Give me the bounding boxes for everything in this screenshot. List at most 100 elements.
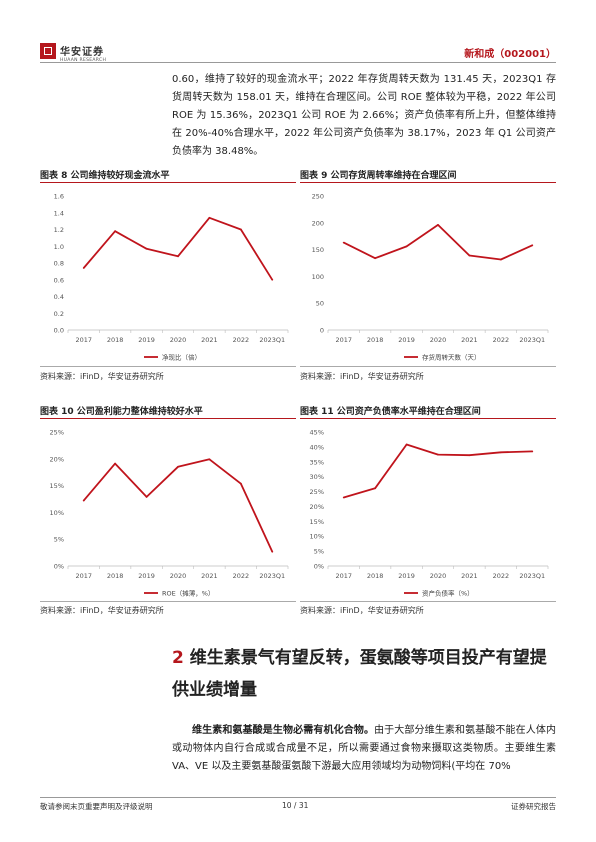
data-point bbox=[177, 465, 179, 468]
figure-9-chart: 0 50 100 150 200 250 2017 2018 2019 2020 2021 2022 2… bbox=[312, 193, 549, 362]
y-tick-label: 5% bbox=[54, 536, 64, 544]
data-point bbox=[208, 216, 211, 219]
x-tick-label: 2017 bbox=[75, 572, 92, 580]
y-tick-label: 0% bbox=[314, 563, 324, 571]
y-tick-label: 45% bbox=[310, 429, 324, 437]
data-point bbox=[499, 258, 502, 261]
y-tick-label: 1.4 bbox=[54, 209, 64, 217]
data-point bbox=[531, 450, 534, 453]
data-point bbox=[374, 487, 377, 490]
y-tick-label: 50 bbox=[316, 300, 324, 308]
footer-disclaimer: 敬请参阅末页重要声明及评级说明 bbox=[40, 802, 153, 811]
figure-9-source: 资料来源：iFinD，华安证券研究所 bbox=[300, 372, 424, 381]
y-tick-label: 200 bbox=[312, 219, 324, 227]
figure-10-title: 图表 10 公司盈利能力整体维持较好水平 bbox=[40, 407, 203, 417]
y-tick-label: 15% bbox=[50, 482, 64, 490]
data-point bbox=[468, 254, 471, 257]
figure-8-source: 资料来源：iFinD，华安证券研究所 bbox=[40, 372, 164, 381]
y-tick-label: 0.0 bbox=[54, 327, 64, 335]
section-heading: 2 维生素景气有望反转，蛋氨酸等项目投产有望提供业绩增量 bbox=[172, 642, 556, 706]
data-point bbox=[342, 241, 345, 244]
legend-label: 净现比（倍） bbox=[162, 353, 201, 362]
y-tick-label: 30% bbox=[310, 473, 324, 481]
data-point bbox=[145, 495, 148, 498]
figure-11-source: 资料来源：iFinD，华安证券研究所 bbox=[300, 606, 424, 615]
figure-11-bottom-rule bbox=[300, 601, 556, 602]
data-point bbox=[114, 462, 117, 465]
y-tick-label: 25% bbox=[50, 429, 64, 437]
figure-11-chart: 0% 5% 10% 15% 20% 25% 30% 35% 40% 45% 2017 2018 2019… bbox=[310, 429, 549, 598]
section-title: 维生素景气有望反转，蛋氨酸等项目投产有望提供业绩增量 bbox=[172, 648, 547, 700]
y-tick-label: 0.4 bbox=[54, 293, 64, 301]
y-tick-label: 35% bbox=[310, 458, 324, 466]
body-paragraph: 维生素和氨基酸是生物必需有机化合物。由于大部分维生素和氨基酸不能在人体内或动物体… bbox=[172, 722, 556, 776]
x-tick-label: 2021 bbox=[461, 336, 478, 344]
y-tick-label: 5% bbox=[314, 548, 324, 556]
data-point bbox=[405, 245, 408, 248]
x-tick-label: 2019 bbox=[138, 336, 155, 344]
figure-8-bottom-rule bbox=[40, 366, 296, 367]
x-tick-label: 2018 bbox=[367, 572, 384, 580]
y-tick-label: 10% bbox=[310, 533, 324, 541]
x-tick-label: 2022 bbox=[233, 336, 250, 344]
legend-label: 存货周转天数（天） bbox=[422, 353, 481, 362]
figure-10-source: 资料来源：iFinD，华安证券研究所 bbox=[40, 606, 164, 615]
data-point bbox=[145, 247, 148, 250]
page-number: 10 / 31 bbox=[282, 801, 309, 810]
data-point bbox=[114, 230, 117, 233]
x-tick-label: 2022 bbox=[493, 336, 510, 344]
figure-9-rule bbox=[300, 182, 556, 183]
data-point bbox=[271, 550, 274, 553]
x-tick-label: 2019 bbox=[398, 572, 415, 580]
y-tick-label: 20% bbox=[310, 503, 324, 511]
data-point bbox=[271, 278, 274, 281]
y-tick-label: 0 bbox=[320, 327, 324, 335]
y-tick-label: 250 bbox=[312, 193, 324, 201]
x-tick-label: 2023Q1 bbox=[519, 572, 545, 580]
data-point bbox=[82, 499, 85, 502]
y-tick-label: 1.0 bbox=[54, 243, 64, 251]
x-tick-label: 2022 bbox=[493, 572, 510, 580]
data-point bbox=[82, 267, 85, 269]
x-tick-label: 2018 bbox=[367, 336, 384, 344]
y-tick-label: 15% bbox=[310, 518, 324, 526]
x-tick-label: 2022 bbox=[233, 572, 250, 580]
x-tick-label: 2023Q1 bbox=[259, 572, 285, 580]
x-tick-label: 2021 bbox=[201, 336, 218, 344]
intro-paragraph: 0.60，维持了较好的现金流水平；2022 年存货周转天数为 131.45 天，… bbox=[172, 74, 556, 157]
y-tick-label: 1.6 bbox=[54, 193, 64, 201]
x-tick-label: 2020 bbox=[170, 336, 187, 344]
x-tick-label: 2018 bbox=[107, 336, 124, 344]
x-tick-label: 2017 bbox=[335, 572, 352, 580]
logo-mark bbox=[40, 43, 56, 59]
x-tick-label: 2021 bbox=[201, 572, 218, 580]
x-tick-label: 2023Q1 bbox=[259, 336, 285, 344]
x-tick-label: 2019 bbox=[138, 572, 155, 580]
data-point bbox=[468, 454, 471, 457]
figure-9-bottom-rule bbox=[300, 366, 556, 367]
data-point bbox=[437, 453, 439, 456]
figure-10-bottom-rule bbox=[40, 601, 296, 602]
figure-11-title: 图表 11 公司资产负债率水平维持在合理区间 bbox=[300, 407, 481, 417]
data-point bbox=[239, 228, 242, 231]
data-point bbox=[208, 458, 211, 461]
footer-report-type: 证券研究报告 bbox=[511, 802, 556, 811]
x-tick-label: 2019 bbox=[398, 336, 415, 344]
series-line bbox=[343, 224, 533, 261]
y-tick-label: 150 bbox=[312, 246, 324, 254]
x-tick-label: 2020 bbox=[430, 336, 447, 344]
logo-subtext: HUAAN RESEARCH bbox=[60, 58, 107, 63]
series-line bbox=[83, 458, 274, 553]
x-tick-label: 2018 bbox=[107, 572, 124, 580]
x-tick-label: 2017 bbox=[75, 336, 92, 344]
x-tick-label: 2020 bbox=[430, 572, 447, 580]
y-tick-label: 0.8 bbox=[54, 260, 64, 268]
footer-divider bbox=[40, 797, 556, 798]
figure-10-rule bbox=[40, 418, 296, 419]
y-tick-label: 1.2 bbox=[54, 226, 64, 234]
figure-10-chart: 0% 5% 10% 15% 20% 25% 2017 2018 2019 2020 2021 2022… bbox=[50, 429, 289, 598]
y-tick-label: 100 bbox=[312, 273, 324, 281]
y-tick-label: 0.6 bbox=[54, 276, 64, 284]
legend-label: 资产负债率（%） bbox=[422, 589, 474, 598]
data-point bbox=[405, 443, 408, 446]
